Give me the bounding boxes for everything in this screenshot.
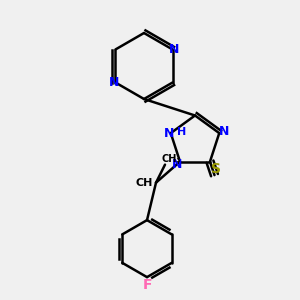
- Text: N: N: [219, 125, 229, 138]
- Text: CH: CH: [136, 178, 153, 188]
- Text: N: N: [172, 158, 182, 171]
- Text: CH₃: CH₃: [161, 154, 181, 164]
- Text: N: N: [109, 76, 119, 89]
- Text: H: H: [177, 127, 186, 136]
- Text: N: N: [164, 127, 174, 140]
- Text: F: F: [142, 278, 152, 292]
- Text: N: N: [169, 43, 179, 56]
- Text: S: S: [211, 162, 221, 176]
